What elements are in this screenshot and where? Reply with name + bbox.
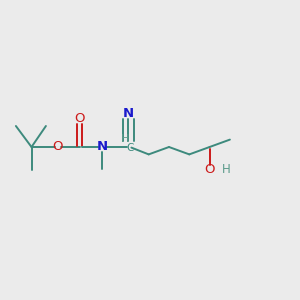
Text: O: O <box>204 163 215 176</box>
Text: N: N <box>96 140 108 154</box>
Text: O: O <box>74 112 85 125</box>
Text: C: C <box>127 142 134 153</box>
Text: H: H <box>121 134 130 144</box>
Text: H: H <box>222 163 230 176</box>
Text: N: N <box>123 107 134 120</box>
Text: O: O <box>52 140 62 154</box>
